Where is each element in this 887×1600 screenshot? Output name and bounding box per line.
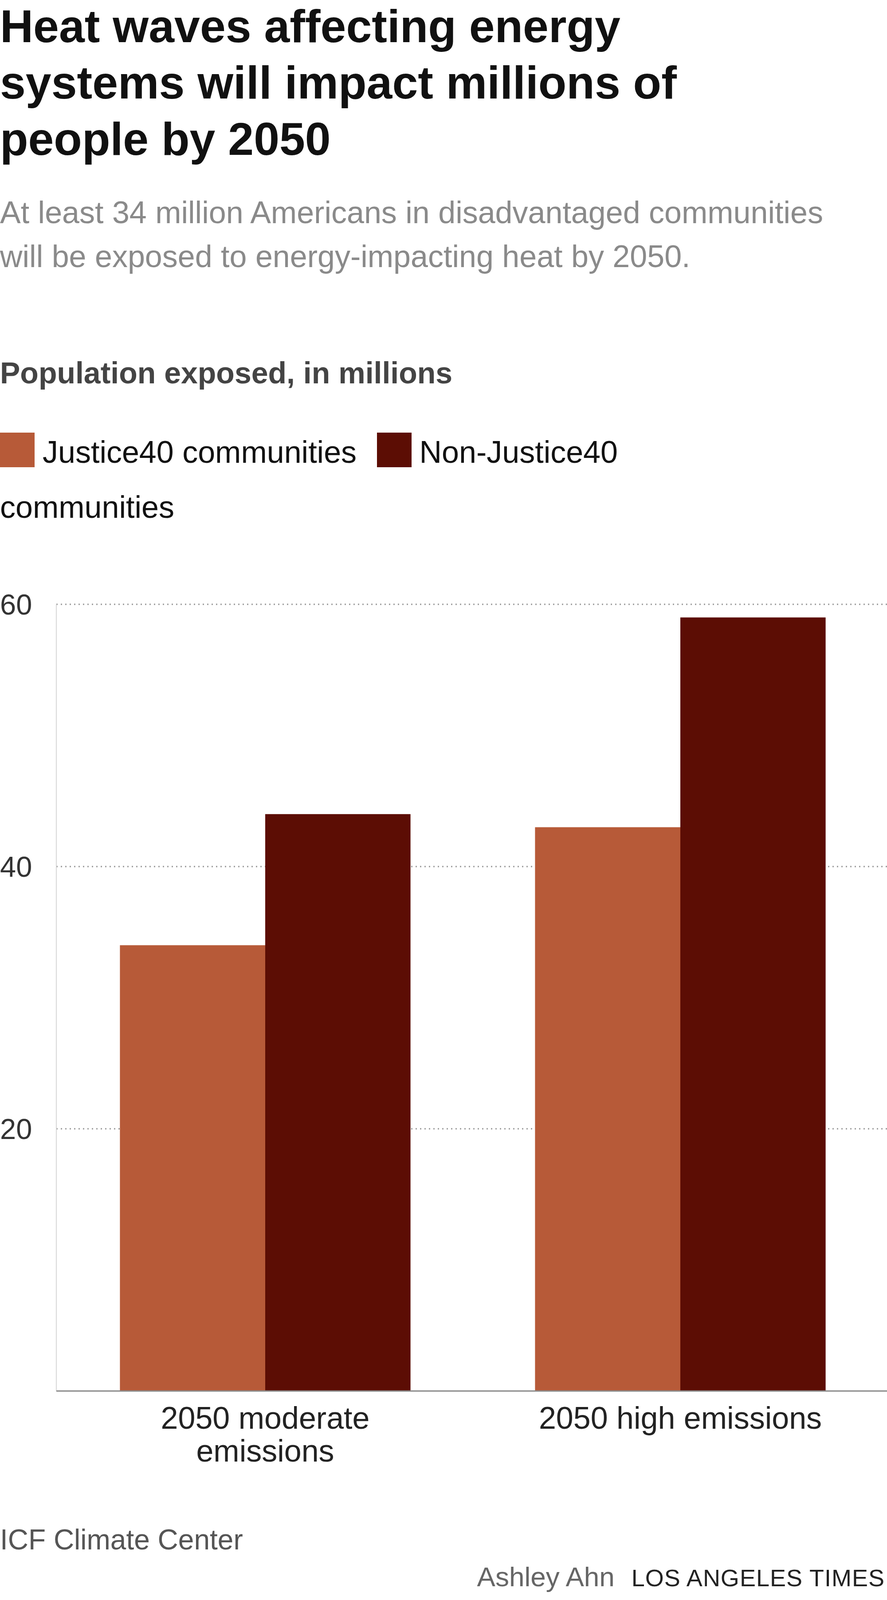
y-axis-label: Population exposed, in millions	[0, 354, 453, 391]
credit: Ashley Ahn	[477, 1560, 615, 1592]
legend-swatch	[376, 432, 412, 468]
subtitle: At least 34 million Americans in disadva…	[0, 190, 856, 279]
x-tick-label: 2050 high emissions	[538, 1400, 822, 1435]
legend-swatch	[0, 432, 35, 468]
source: ICF Climate Center	[0, 1522, 244, 1555]
y-tick-label: 40	[0, 850, 32, 883]
legend-label: Justice40 communities	[42, 434, 357, 470]
bar	[265, 813, 411, 1391]
title: Heat waves affecting energy systems will…	[0, 0, 790, 168]
publisher: LOS ANGELES TIMES	[631, 1563, 885, 1591]
grid-line	[56, 603, 887, 605]
y-tick-label: 20	[0, 1112, 32, 1145]
baseline	[56, 1389, 887, 1392]
bar	[680, 617, 826, 1391]
x-tick-label: 2050 moderateemissions	[160, 1400, 370, 1468]
y-axis-line	[55, 604, 57, 1391]
bar	[119, 944, 266, 1391]
legend: Justice40 communities Non-Justice40 comm…	[0, 424, 781, 535]
bar	[534, 826, 681, 1391]
bars	[119, 617, 826, 1391]
chart: 20 40 60 2050 moderateemissions 2050 high em…	[0, 0, 887, 1600]
y-tick-label: 60	[0, 588, 32, 621]
